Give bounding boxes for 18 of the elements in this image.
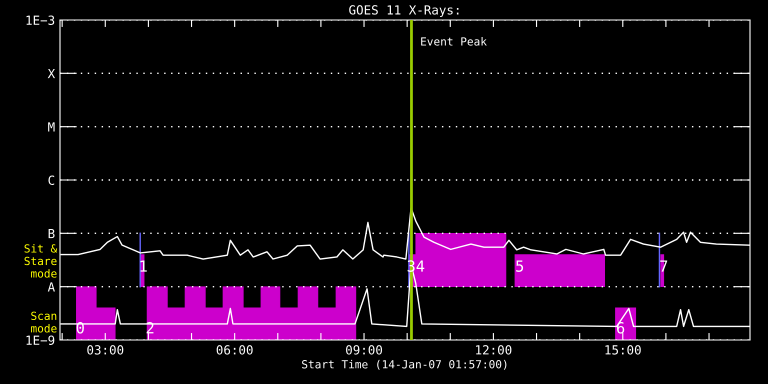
annotation: 5 [516, 260, 524, 272]
y-tick-label: X [48, 69, 56, 78]
y-tick-label: A [48, 282, 55, 292]
ref-line-label: Event Peak [421, 37, 487, 46]
x-axis-title: Start Time (14-Jan-07 01:57:00) [302, 360, 506, 370]
x-tick-label: 09:00 [346, 345, 382, 355]
text: Scan mode [31, 312, 57, 333]
chart-title: GOES 11 X-Rays: [349, 5, 458, 18]
y-tick-label: M [48, 122, 55, 132]
x-tick-label: 15:00 [605, 345, 641, 355]
x-tick-label: 12:00 [476, 345, 512, 355]
y-tick-label: C [48, 176, 54, 185]
x-tick-label: 06:00 [216, 345, 253, 355]
text: Sit & Stare mode [24, 244, 58, 278]
x-tick-label: 03:00 [87, 345, 124, 355]
y-tick-label: B [48, 229, 55, 238]
y-tick-label: 1E−9 [26, 336, 54, 345]
y-tick-label: 1E−3 [26, 16, 54, 25]
